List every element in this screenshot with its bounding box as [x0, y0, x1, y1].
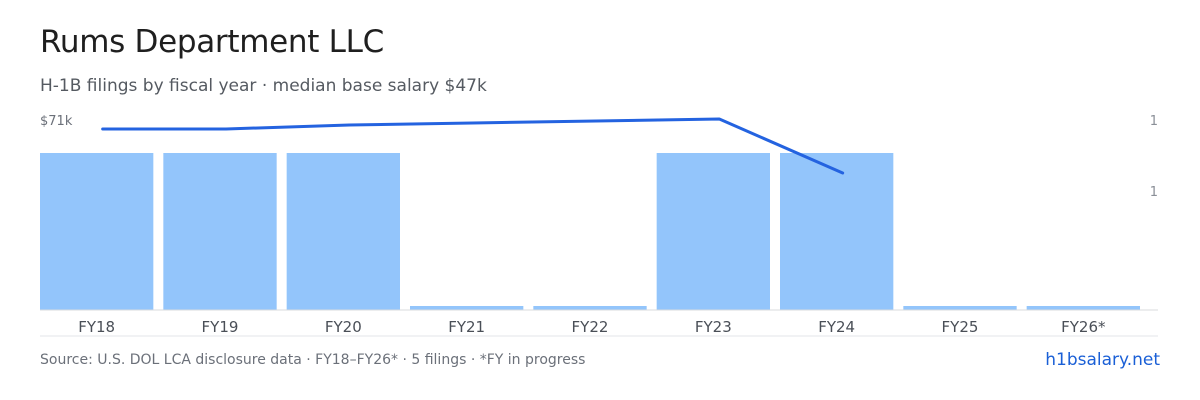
- x-tick-label: FY19: [202, 318, 239, 336]
- bar-fy21: [410, 306, 524, 310]
- median-salary-line: [101, 117, 845, 175]
- bar-series: [40, 153, 1140, 310]
- left-axis-label: $71k: [40, 114, 73, 129]
- x-tick-label: FY18: [78, 318, 115, 336]
- x-tick-labels: FY18 FY19 FY20 FY21 FY22 FY23 FY24 FY25 FY26*: [78, 318, 1106, 336]
- x-tick-label: FY24: [818, 318, 855, 336]
- salary-line-series: [101, 117, 845, 175]
- bar-fy25: [903, 306, 1017, 310]
- right-axis-tick-label: 1: [1150, 114, 1158, 129]
- bar-fy18: [40, 153, 154, 310]
- x-tick-label: FY21: [448, 318, 485, 336]
- chart-title: Rums Department LLC: [40, 24, 384, 60]
- x-tick-label: FY25: [942, 318, 979, 336]
- right-axis-tick-label: 1: [1150, 185, 1158, 200]
- bar-fy23: [656, 153, 770, 310]
- bar-fy19: [163, 153, 277, 310]
- bar-fy26: [1026, 306, 1140, 310]
- x-tick-label: FY20: [325, 318, 362, 336]
- bar-fy24: [780, 153, 894, 310]
- bar-fy22: [533, 306, 647, 310]
- source-note: Source: U.S. DOL LCA disclosure data · F…: [40, 352, 586, 368]
- bar-fy20: [286, 153, 400, 310]
- chart-subtitle: H-1B filings by fiscal year · median bas…: [40, 76, 487, 96]
- x-tick-label: FY22: [572, 318, 609, 336]
- x-tick-label: FY26*: [1061, 318, 1106, 336]
- brand-link[interactable]: h1bsalary.net: [1045, 350, 1160, 370]
- x-tick-label: FY23: [695, 318, 732, 336]
